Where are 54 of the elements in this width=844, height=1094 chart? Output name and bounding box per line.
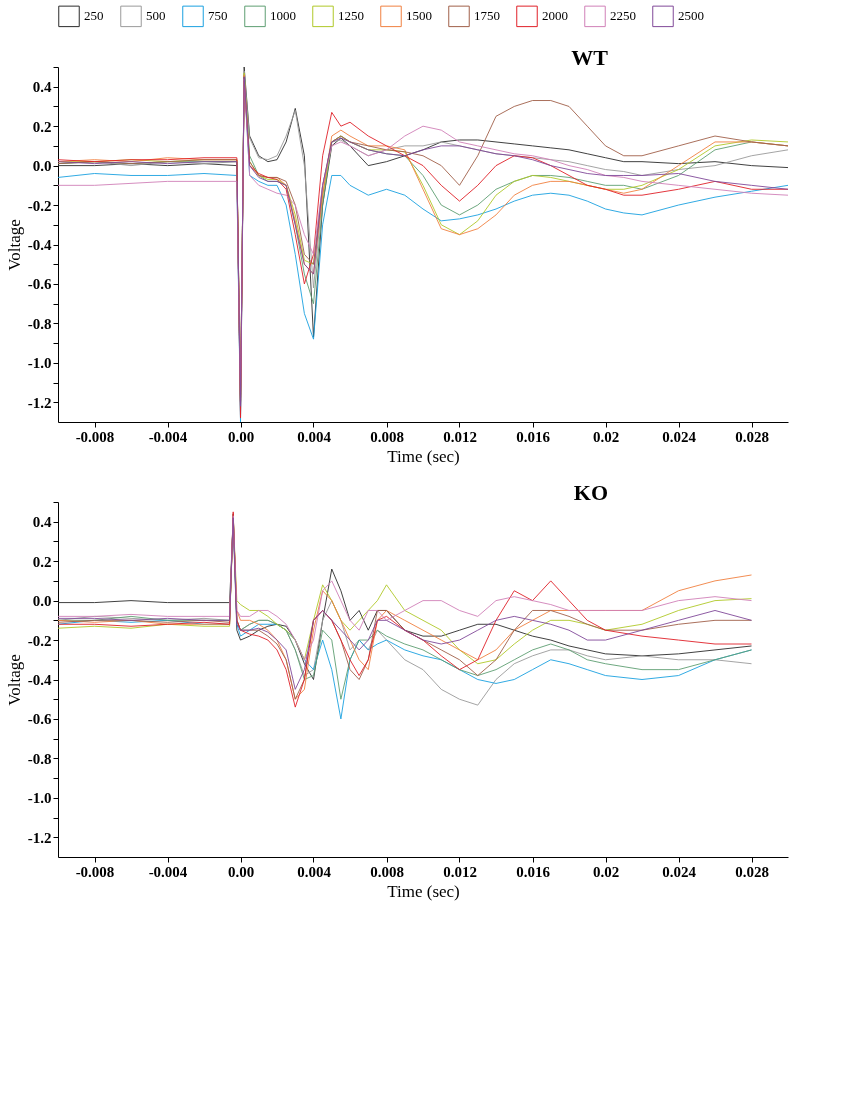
legend-label: 250 (84, 8, 104, 24)
legend-label: 1500 (406, 8, 432, 24)
y-tick-label: 0.2 (32, 553, 52, 570)
y-tick-label: -0.4 (27, 237, 52, 253)
x-tick-label: 0.028 (735, 428, 769, 445)
y-tick-label: 0.4 (32, 79, 52, 96)
x-tick-label: 0.02 (592, 428, 620, 445)
x-tick-label: 0.024 (662, 863, 697, 880)
x-tick-label: 0.02 (592, 863, 620, 880)
x-tick-label: -0.004 (148, 428, 188, 445)
y-tick-label: 0.2 (32, 118, 52, 135)
y-tick-label: -0.4 (27, 672, 52, 688)
y-tick-label: 0.4 (32, 514, 52, 531)
y-tick-label: -0.2 (27, 632, 52, 649)
legend-label: 1000 (270, 8, 296, 24)
chart-title: WT (571, 45, 609, 70)
x-axis-title: Time (sec) (387, 881, 460, 901)
y-axis-title: Voltage (4, 654, 24, 706)
y-tick-label: -1.2 (27, 394, 52, 411)
x-tick-label: -0.004 (148, 863, 188, 880)
y-tick-label: -1.2 (27, 829, 52, 846)
x-tick-label: 0.024 (662, 428, 697, 445)
legend-label: 1750 (474, 8, 500, 24)
y-tick-label: -0.2 (27, 197, 52, 214)
x-tick-label: 0.016 (516, 863, 551, 880)
legend-label: 750 (208, 8, 228, 24)
x-tick-label: 0.008 (370, 863, 404, 880)
legend-label: 2500 (678, 8, 704, 24)
y-tick-label: -1.0 (27, 355, 52, 372)
x-tick-label: 0.016 (516, 428, 551, 445)
y-tick-label: -0.8 (27, 315, 52, 332)
x-tick-label: -0.008 (75, 863, 115, 880)
x-tick-label: 0.012 (443, 863, 477, 880)
x-axis-title: Time (sec) (387, 446, 460, 466)
y-tick-label: 0.0 (32, 158, 52, 175)
legend-label: 1250 (338, 8, 364, 24)
chart-title: KO (573, 480, 608, 505)
y-tick-label: 0.0 (32, 593, 52, 610)
y-tick-label: -1.0 (27, 790, 52, 807)
x-tick-label: 0.012 (443, 428, 477, 445)
x-tick-label: 0.008 (370, 428, 404, 445)
legend-label: 2250 (610, 8, 636, 24)
x-tick-label: 0.004 (297, 428, 332, 445)
legend-label: 500 (146, 8, 166, 24)
x-tick-label: -0.008 (75, 428, 115, 445)
y-tick-label: -0.6 (27, 276, 52, 293)
y-tick-label: -0.8 (27, 750, 52, 767)
legend-label: 2000 (542, 8, 568, 24)
x-tick-label: 0.00 (227, 863, 255, 880)
x-tick-label: 0.00 (227, 428, 255, 445)
y-axis-title: Voltage (4, 219, 24, 271)
x-tick-label: 0.004 (297, 863, 332, 880)
y-tick-label: -0.6 (27, 711, 52, 728)
x-tick-label: 0.028 (735, 863, 769, 880)
